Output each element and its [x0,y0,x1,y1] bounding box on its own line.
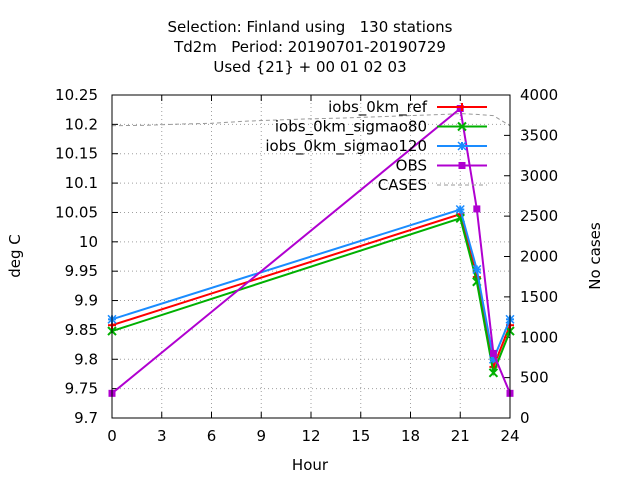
series-line [111,113,511,127]
x-tick-label: 9 [256,427,266,445]
y-tick-label: 10.15 [55,145,98,163]
legend-marker [457,141,467,151]
y-tick-label: 10.2 [65,115,98,133]
data-point [456,105,464,113]
data-point [455,204,465,215]
y2-tick-label: 1000 [520,328,558,346]
legend-label: OBS [396,157,427,175]
y2-tick-label: 2000 [520,248,558,266]
legend-entry: OBS [396,157,487,175]
series-cases [111,113,511,127]
legend-label: iobs_0km_ref [328,98,428,117]
title-line-3: Used {21} + 00 01 02 03 [213,58,406,76]
y-tick-label: 10.1 [65,174,98,192]
title-line-1: Selection: Finland using 130 stations [168,18,453,36]
x-tick-label: 18 [401,427,420,445]
x-tick-label: 3 [157,427,167,445]
y-tick-label: 9.9 [74,292,98,310]
legend-label: iobs_0km_sigmao120 [265,137,427,156]
legend-marker [458,103,466,111]
legend: iobs_0km_refiobs_0km_sigmao80iobs_0km_si… [265,98,487,194]
x-axis-label: Hour [292,456,329,474]
y-tick-label: 10 [79,233,98,251]
y-tick-label: 9.85 [65,321,98,339]
legend-label: CASES [378,176,427,194]
y2-axis-label: No cases [586,222,604,290]
y-tick-label: 9.95 [65,262,98,280]
y-tick-label: 9.7 [74,409,98,427]
legend-entry: iobs_0km_sigmao120 [265,137,487,156]
x-tick-label: 24 [500,427,519,445]
y-axis-label: deg C [6,234,24,278]
x-tick-label: 12 [301,427,320,445]
y2-tick-label: 4000 [520,86,558,104]
legend-marker [458,162,466,169]
y2-tick-label: 500 [520,369,549,387]
y2-tick-label: 3000 [520,167,558,185]
data-point [473,205,481,213]
legend-entry: iobs_0km_ref [328,98,487,117]
legend-marker [457,121,467,132]
legend-label: iobs_0km_sigmao80 [275,118,427,137]
x-tick-label: 21 [451,427,470,445]
axis-ticks: 0 3 6 9 12 15 18 21 24 9.7 9.75 9.8 9.85 9.9 9.95 10 10.… [55,86,558,445]
chart-title: Selection: Finland using 130 stations Td… [168,18,453,76]
y2-tick-label: 2500 [520,207,558,225]
y-tick-label: 10.25 [55,86,98,104]
y-tick-label: 9.8 [74,350,98,368]
legend-entry: iobs_0km_sigmao80 [275,118,487,137]
title-line-2: Td2m Period: 20190701-20190729 [173,38,446,56]
y-tick-label: 9.75 [65,380,98,398]
y2-tick-label: 3500 [520,126,558,144]
y2-tick-label: 1500 [520,288,558,306]
x-tick-label: 15 [351,427,370,445]
y-tick-label: 10.05 [55,203,98,221]
y2-tick-label: 0 [520,409,530,427]
x-tick-label: 0 [107,427,117,445]
x-tick-label: 6 [207,427,217,445]
plot-frame [111,94,511,419]
data-point [472,264,482,274]
legend-entry: CASES [378,176,487,194]
data-point [489,349,497,357]
data-point [488,368,499,378]
